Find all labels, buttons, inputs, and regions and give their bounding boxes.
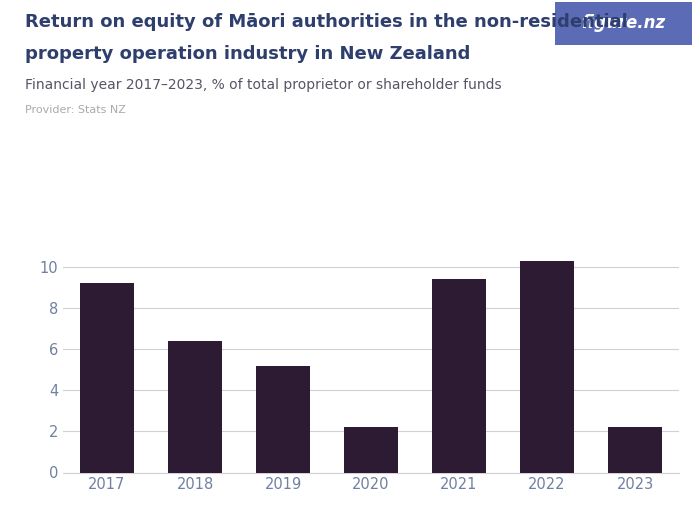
Bar xyxy=(432,279,486,472)
Bar xyxy=(168,341,223,472)
Text: figure.nz: figure.nz xyxy=(581,14,666,32)
Bar xyxy=(608,427,662,472)
Bar xyxy=(256,365,310,472)
Bar xyxy=(519,261,574,472)
Text: property operation industry in New Zealand: property operation industry in New Zeala… xyxy=(25,45,470,62)
Bar xyxy=(80,284,134,472)
Bar xyxy=(344,427,398,472)
Text: Return on equity of Māori authorities in the non-residential: Return on equity of Māori authorities in… xyxy=(25,13,627,31)
Text: Provider: Stats NZ: Provider: Stats NZ xyxy=(25,105,125,115)
Text: Financial year 2017–2023, % of total proprietor or shareholder funds: Financial year 2017–2023, % of total pro… xyxy=(25,78,501,92)
